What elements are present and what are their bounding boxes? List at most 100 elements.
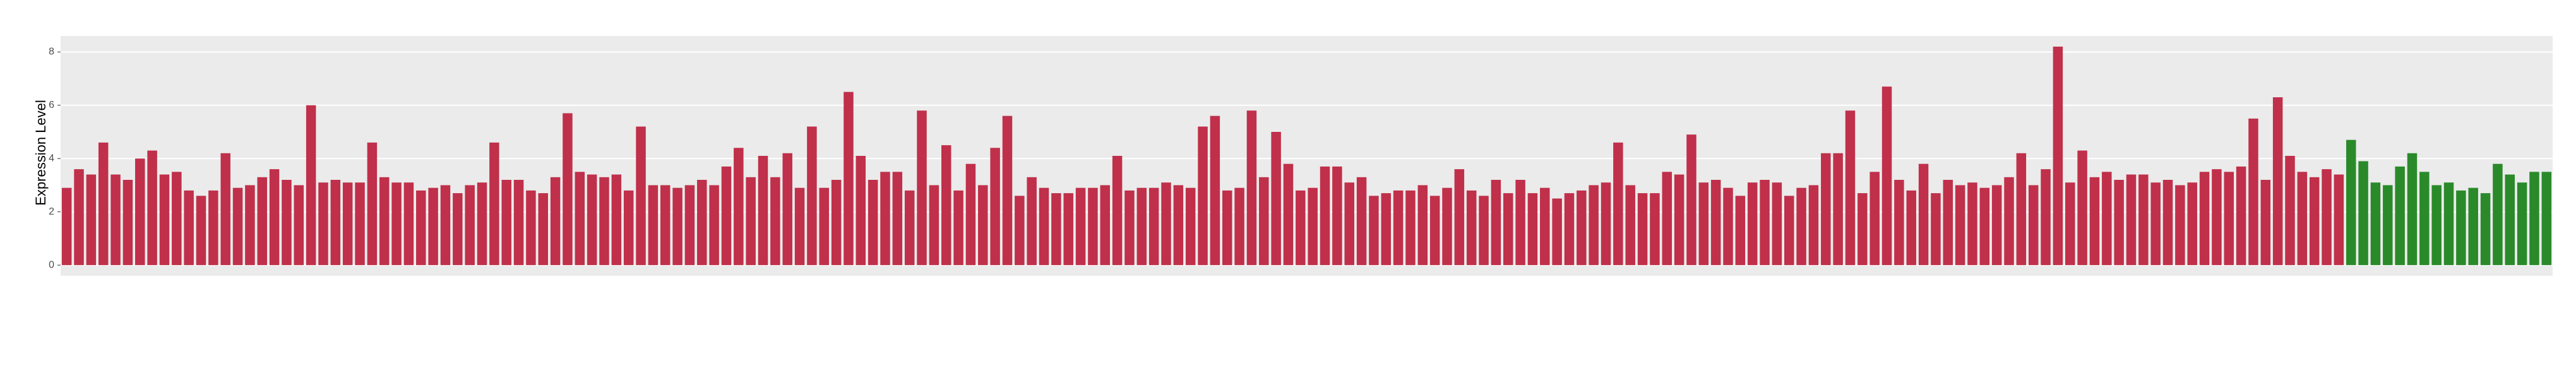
bar bbox=[1881, 86, 1892, 266]
bar bbox=[1320, 166, 1330, 266]
bar bbox=[2309, 177, 2320, 266]
bar bbox=[306, 105, 316, 266]
bar bbox=[1136, 187, 1147, 266]
bar bbox=[623, 190, 634, 266]
bar bbox=[330, 180, 341, 266]
bar bbox=[2138, 174, 2149, 266]
bar bbox=[1075, 187, 1086, 266]
bar bbox=[734, 148, 744, 266]
bar bbox=[929, 185, 939, 266]
bar bbox=[1503, 193, 1513, 266]
bar bbox=[513, 180, 524, 266]
y-tick-label: 6 bbox=[49, 100, 54, 110]
bar bbox=[1198, 126, 1208, 266]
bar bbox=[2162, 180, 2173, 266]
bar bbox=[1747, 182, 1758, 266]
bar bbox=[1808, 185, 1819, 266]
bar bbox=[917, 110, 927, 266]
bar bbox=[611, 174, 622, 266]
bar bbox=[2016, 153, 2027, 266]
bar bbox=[74, 169, 84, 266]
bar bbox=[868, 180, 878, 266]
bar bbox=[1991, 185, 2002, 266]
bar bbox=[172, 172, 182, 266]
bar bbox=[575, 172, 585, 266]
bar bbox=[428, 187, 438, 266]
bar bbox=[2370, 182, 2381, 266]
bar bbox=[2114, 180, 2124, 266]
bar bbox=[1100, 185, 1110, 266]
bar bbox=[1967, 182, 1977, 266]
bar bbox=[2505, 174, 2515, 266]
bar bbox=[2150, 182, 2161, 266]
bar bbox=[953, 190, 963, 266]
bar bbox=[208, 190, 218, 266]
bar bbox=[245, 185, 255, 266]
y-tick-label: 2 bbox=[49, 206, 54, 217]
bar bbox=[636, 126, 646, 266]
bar bbox=[1601, 182, 1611, 266]
bar bbox=[196, 196, 206, 266]
bar bbox=[526, 190, 536, 266]
bar bbox=[648, 185, 659, 266]
bar bbox=[2041, 169, 2051, 266]
bar bbox=[135, 158, 145, 266]
bar bbox=[1051, 193, 1061, 266]
bar bbox=[489, 142, 499, 266]
bar bbox=[440, 185, 451, 266]
bar bbox=[1943, 180, 1953, 266]
bar bbox=[1234, 187, 1244, 266]
bar bbox=[2187, 182, 2197, 266]
bar bbox=[2383, 185, 2393, 266]
bar bbox=[1662, 172, 1673, 266]
bar bbox=[2224, 172, 2234, 266]
bar bbox=[2322, 169, 2332, 266]
bar bbox=[2297, 172, 2308, 266]
bar bbox=[1148, 187, 1159, 266]
bar bbox=[1650, 193, 1660, 266]
bar bbox=[2028, 185, 2039, 266]
bar bbox=[2346, 139, 2356, 266]
bar bbox=[391, 182, 402, 266]
bar bbox=[2126, 174, 2137, 266]
bar bbox=[2443, 182, 2454, 266]
bar bbox=[269, 169, 280, 266]
bar bbox=[379, 177, 390, 266]
bar bbox=[2260, 180, 2271, 266]
bar bbox=[563, 113, 573, 266]
bar bbox=[1015, 196, 1025, 266]
bar bbox=[587, 174, 597, 266]
bar bbox=[98, 142, 109, 266]
bar bbox=[672, 187, 683, 266]
bar bbox=[2419, 172, 2430, 266]
bar bbox=[844, 92, 854, 266]
bar bbox=[2199, 172, 2210, 266]
bar bbox=[282, 180, 292, 266]
bar bbox=[1564, 193, 1575, 266]
bar bbox=[2358, 161, 2368, 266]
bar bbox=[2541, 172, 2552, 266]
y-tick-label: 8 bbox=[49, 47, 54, 57]
bar bbox=[1246, 110, 1257, 266]
bar bbox=[2468, 187, 2478, 266]
bar bbox=[2004, 177, 2014, 266]
bar bbox=[856, 156, 866, 266]
bar bbox=[403, 182, 414, 266]
bar bbox=[1674, 174, 1685, 266]
bar bbox=[1955, 185, 1965, 266]
bar bbox=[122, 180, 133, 266]
bar bbox=[342, 182, 353, 266]
bar bbox=[1210, 115, 1220, 266]
bar bbox=[1906, 190, 1916, 266]
bar bbox=[721, 166, 732, 266]
bar bbox=[2065, 182, 2075, 266]
bar bbox=[892, 172, 903, 266]
bar bbox=[465, 185, 475, 266]
bar bbox=[147, 150, 157, 266]
bar bbox=[367, 142, 378, 266]
bar bbox=[1723, 187, 1733, 266]
bar bbox=[1063, 193, 1073, 266]
bar bbox=[1857, 193, 1868, 266]
bar bbox=[1381, 193, 1392, 266]
bar bbox=[807, 126, 817, 266]
